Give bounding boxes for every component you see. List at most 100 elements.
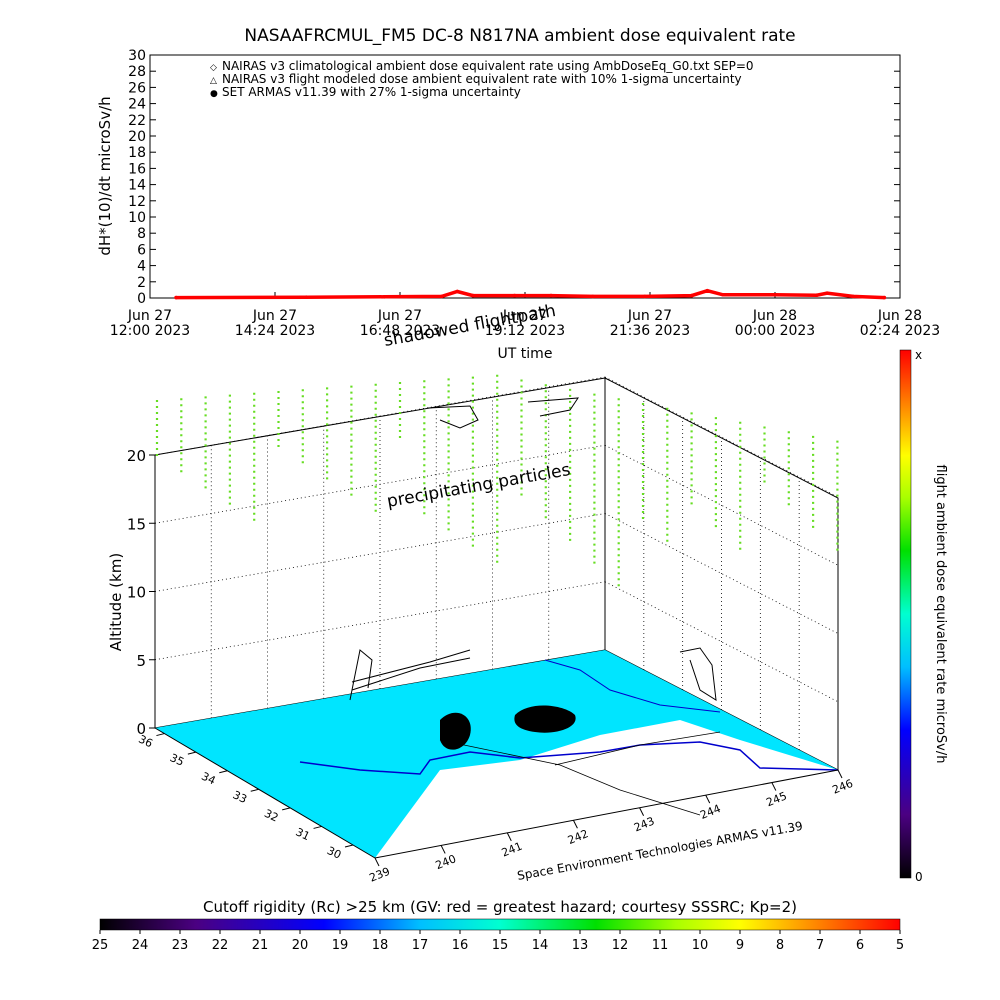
ts-y-tick-label: 18 bbox=[128, 145, 146, 161]
z-tick-label: 20 bbox=[127, 447, 146, 465]
z-axis-ticks: 0 5 10 15 20 bbox=[127, 447, 155, 738]
legend-label-nairas-flight: NAIRAS v3 flight modeled dose ambient eq… bbox=[222, 72, 742, 86]
ground-map bbox=[155, 647, 839, 858]
three-d-panel: 0 5 10 15 20 Altitude (km) 36 35 34 33 32 31 30 23… bbox=[107, 301, 855, 885]
ts-series-point bbox=[642, 294, 647, 299]
ts-y-tick-label: 26 bbox=[128, 80, 146, 96]
river-line bbox=[544, 659, 721, 713]
ts-x-tick-date: Jun 27 bbox=[502, 308, 547, 324]
ts-y-tick-label: 12 bbox=[128, 194, 146, 210]
hbar-tick-label: 25 bbox=[92, 938, 109, 953]
ts-series-point bbox=[773, 292, 777, 297]
state-line bbox=[554, 731, 721, 766]
lat-tick bbox=[187, 751, 196, 755]
ts-x-tick-date: Jun 27 bbox=[127, 308, 172, 324]
horizontal-colorbar: Cutoff rigidity (Rc) >25 km (GV: red = g… bbox=[92, 898, 904, 953]
hbar-tick-label: 17 bbox=[412, 938, 429, 953]
ts-series-point bbox=[455, 289, 460, 294]
lat-axis-ticks: 36 35 34 33 32 31 30 bbox=[136, 733, 354, 862]
lon-tick bbox=[572, 820, 578, 829]
lat-tick-label: 30 bbox=[325, 844, 343, 862]
ts-series-point bbox=[549, 293, 553, 298]
horizontal-colorbar-ticks: 25 24 23 22 21 20 19 18 17 16 15 14 13 12 11 10 9 8 7 6 5 bbox=[92, 930, 904, 953]
wall-grid bbox=[154, 376, 839, 750]
ts-series-point bbox=[721, 292, 725, 297]
vertical-colorbar-top-label: x bbox=[915, 348, 922, 362]
hbar-tick-label: 19 bbox=[332, 938, 349, 953]
ts-series-point bbox=[689, 293, 694, 298]
lat-tick-label: 36 bbox=[136, 733, 154, 751]
hbar-tick-label: 13 bbox=[572, 938, 589, 953]
vertical-colorbar: x 0 flight ambient dose equivalent rate … bbox=[899, 348, 948, 884]
ts-x-tick-time: 19:12 2023 bbox=[485, 323, 565, 339]
ts-series-point bbox=[705, 288, 710, 293]
ts-series-point bbox=[382, 294, 387, 299]
ts-series-point bbox=[882, 295, 887, 300]
legend: ◇ NAIRAS v3 climatological ambient dose … bbox=[210, 59, 754, 99]
hbar-tick-label: 20 bbox=[292, 938, 309, 953]
z-tick-label: 10 bbox=[127, 584, 146, 602]
vertical-colorbar-bottom-label: 0 bbox=[915, 870, 923, 884]
annotation-precipitating-particles: precipitating particles bbox=[385, 460, 572, 512]
ground-land bbox=[375, 720, 838, 858]
coastline bbox=[299, 741, 839, 775]
lon-tick-label: 246 bbox=[831, 777, 855, 797]
ts-y-tick-label: 4 bbox=[137, 259, 146, 275]
ts-series-point bbox=[814, 293, 819, 297]
shadow-flightpath-ground bbox=[349, 647, 717, 701]
lon-tick bbox=[837, 769, 843, 779]
ts-y-tick-label: 0 bbox=[137, 291, 146, 307]
precip-cluster-east bbox=[514, 705, 576, 733]
ts-y-tick-label: 2 bbox=[137, 275, 146, 291]
lon-tick bbox=[771, 782, 777, 791]
legend-symbol-armas: ● bbox=[210, 89, 218, 99]
hbar-tick-label: 18 bbox=[372, 938, 389, 953]
ts-y-tick-label: 16 bbox=[128, 161, 146, 177]
lon-tick-label: 239 bbox=[368, 865, 392, 885]
ts-series-point bbox=[174, 295, 178, 300]
lat-tick bbox=[156, 733, 165, 737]
ts-y-tick-label: 22 bbox=[128, 113, 146, 129]
legend-symbol-nairas-flight: △ bbox=[210, 76, 217, 86]
ts-series-point bbox=[512, 293, 517, 298]
hbar-tick-label: 10 bbox=[692, 938, 709, 953]
ts-y-tick-label: 14 bbox=[128, 178, 146, 194]
lon-tick-label: 242 bbox=[566, 827, 590, 847]
ts-x-tick-time: 02:24 2023 bbox=[860, 323, 940, 339]
lat-tick bbox=[250, 788, 259, 792]
timeseries-x-label: UT time bbox=[498, 346, 553, 362]
lat-axis bbox=[154, 727, 376, 859]
hbar-tick-label: 15 bbox=[492, 938, 509, 953]
z-axis-label: Altitude (km) bbox=[107, 553, 125, 651]
lat-tick-label: 34 bbox=[199, 770, 217, 788]
ts-x-tick-date: Jun 28 bbox=[877, 308, 922, 324]
ts-x-tick-date: Jun 27 bbox=[627, 308, 672, 324]
lon-axis bbox=[374, 769, 839, 859]
timeseries-y-label: dH*(10)/dt microSv/h bbox=[96, 96, 114, 255]
precip-cluster-west bbox=[440, 712, 471, 750]
lon-tick bbox=[440, 845, 446, 854]
hbar-tick-label: 23 bbox=[172, 938, 189, 953]
hbar-tick-label: 22 bbox=[212, 938, 229, 953]
ground-ocean bbox=[155, 650, 838, 858]
ts-series-point bbox=[590, 294, 595, 299]
hbar-tick-label: 7 bbox=[816, 938, 824, 953]
hbar-tick-label: 16 bbox=[452, 938, 469, 953]
border-line bbox=[439, 739, 701, 816]
lon-tick-label: 245 bbox=[764, 789, 788, 809]
lon-tick bbox=[506, 832, 512, 842]
ts-x-tick-time: 14:24 2023 bbox=[235, 323, 315, 339]
lat-tick-label: 33 bbox=[231, 788, 249, 806]
ts-series-point bbox=[439, 294, 444, 299]
ts-y-tick-label: 6 bbox=[137, 242, 146, 258]
ts-y-tick-label: 28 bbox=[128, 64, 146, 80]
lat-tick-label: 35 bbox=[168, 751, 186, 769]
shadow-flightpath-top bbox=[427, 397, 579, 429]
hbar-tick-label: 24 bbox=[132, 938, 149, 953]
lon-tick bbox=[639, 807, 645, 816]
lon-tick bbox=[374, 857, 380, 867]
ts-series-point bbox=[851, 294, 855, 299]
